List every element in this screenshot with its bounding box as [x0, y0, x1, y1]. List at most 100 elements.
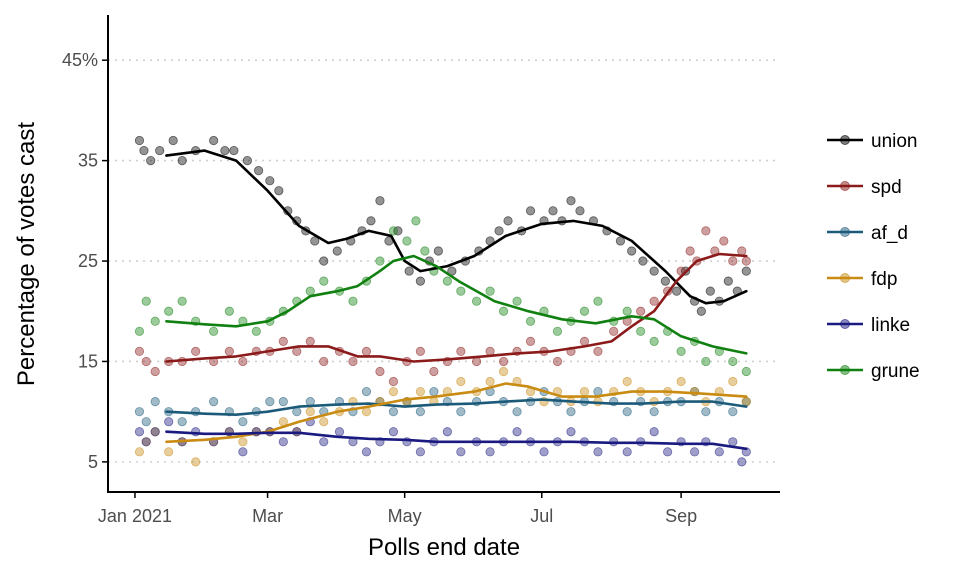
x-tick-label: Jan 2021 — [98, 506, 172, 526]
poll-point-af_d — [415, 407, 426, 417]
poll-point-linke — [361, 447, 372, 457]
poll-point-spd — [348, 356, 358, 367]
poll-point-af_d — [238, 417, 248, 427]
poll-point-af_d — [150, 397, 160, 407]
poll-point-grune — [579, 306, 590, 316]
y-axis-title: Percentage of votes cast — [13, 122, 40, 386]
poll-point-union — [332, 246, 342, 256]
poll-point-union — [404, 266, 414, 276]
poll-point-af_d — [622, 407, 632, 417]
poll-point-grune — [456, 286, 466, 296]
poll-point-union — [134, 135, 145, 146]
poll-point-linke — [714, 447, 724, 457]
poll-point-union — [566, 196, 576, 206]
poll-point-spd — [685, 246, 695, 256]
poll-point-grune — [402, 236, 412, 246]
poll-point-grune — [420, 246, 430, 256]
poll-point-af_d — [456, 407, 466, 417]
x-axis-title: Polls end date — [368, 534, 520, 561]
poll-point-union — [615, 236, 626, 246]
poll-point-union — [319, 256, 329, 266]
poll-point-spd — [719, 236, 729, 246]
poll-point-union — [638, 256, 648, 266]
poll-point-fdp — [319, 417, 329, 427]
poll-point-spd — [388, 376, 399, 387]
legend-label: linke — [871, 315, 910, 336]
poll-point-grune — [676, 346, 686, 357]
poll-point-linke — [134, 427, 145, 437]
poll-point-linke — [238, 447, 248, 457]
poll-point-grune — [134, 326, 145, 336]
poll-point-spd — [728, 256, 738, 266]
poll-point-spd — [415, 346, 426, 357]
poll-point-fdp — [498, 366, 509, 377]
poll-point-spd — [319, 356, 329, 367]
poll-point-fdp — [164, 447, 174, 457]
poll-point-grune — [251, 326, 261, 336]
y-tick-label: 5 — [88, 452, 98, 472]
poll-point-spd — [737, 246, 747, 256]
poll-point-spd — [134, 346, 145, 357]
poll-point-af_d — [388, 407, 399, 417]
poll-point-spd — [636, 306, 646, 316]
poll-point-fdp — [741, 397, 751, 407]
poll-point-grune — [209, 326, 219, 336]
poll-point-linke — [442, 427, 452, 437]
legend-key-point — [840, 365, 850, 375]
poll-point-union — [525, 206, 536, 216]
poll-point-spd — [593, 346, 603, 357]
poll-point-af_d — [512, 407, 522, 417]
poll-point-spd — [498, 356, 509, 367]
poll-point-union — [168, 135, 178, 146]
legend-key-point — [840, 227, 850, 237]
legend-label: grune — [871, 361, 920, 382]
poll-point-grune — [150, 316, 160, 326]
poll-point-union — [494, 226, 504, 236]
poll-point-linke — [566, 427, 576, 437]
legend-item-grune: grune — [827, 361, 920, 382]
poll-point-fdp — [305, 407, 315, 417]
poll-point-union — [242, 156, 252, 166]
poll-point-union — [155, 145, 165, 156]
poll-point-grune — [593, 296, 603, 306]
legend-item-af_d: af_d — [827, 223, 908, 244]
poll-point-af_d — [134, 407, 145, 417]
poll-point-linke — [334, 427, 345, 437]
poll-point-union — [705, 286, 715, 296]
poll-point-linke — [150, 427, 160, 437]
poll-point-spd — [701, 226, 711, 236]
poll-point-linke — [689, 447, 700, 457]
poll-point-grune — [552, 326, 563, 336]
poll-point-union — [220, 145, 230, 156]
poll-point-linke — [649, 427, 659, 437]
legend-item-spd: spd — [827, 177, 902, 198]
poll-point-spd — [278, 336, 288, 346]
poll-point-union — [146, 156, 156, 166]
x-axis-ticks: Jan 2021 Mar May Jul Sep — [98, 492, 697, 526]
poll-point-spd — [361, 346, 372, 357]
poll-point-linke — [728, 437, 738, 447]
poll-point-linke — [456, 447, 466, 457]
x-tick-label: May — [388, 506, 422, 526]
poll-point-union — [660, 276, 670, 286]
poll-point-grune — [411, 216, 421, 226]
poll-point-union — [274, 186, 284, 196]
axes — [107, 15, 780, 493]
poll-point-union — [415, 276, 426, 286]
trend-line-union — [165, 149, 748, 305]
poll-point-linke — [737, 457, 747, 467]
poll-point-spd — [224, 346, 234, 357]
poll-point-union — [265, 176, 275, 186]
poll-point-linke — [512, 427, 522, 437]
poll-point-spd — [609, 326, 619, 336]
poll-point-fdp — [238, 437, 248, 447]
legend-label: spd — [871, 177, 902, 198]
gridlines — [108, 59, 780, 463]
poll-point-grune — [348, 296, 358, 306]
poll-point-fdp — [388, 386, 399, 397]
poll-point-af_d — [361, 386, 372, 397]
legend-key-point — [840, 181, 850, 191]
poll-point-union — [177, 156, 187, 166]
poll-point-af_d — [566, 407, 576, 417]
poll-point-spd — [429, 366, 439, 377]
